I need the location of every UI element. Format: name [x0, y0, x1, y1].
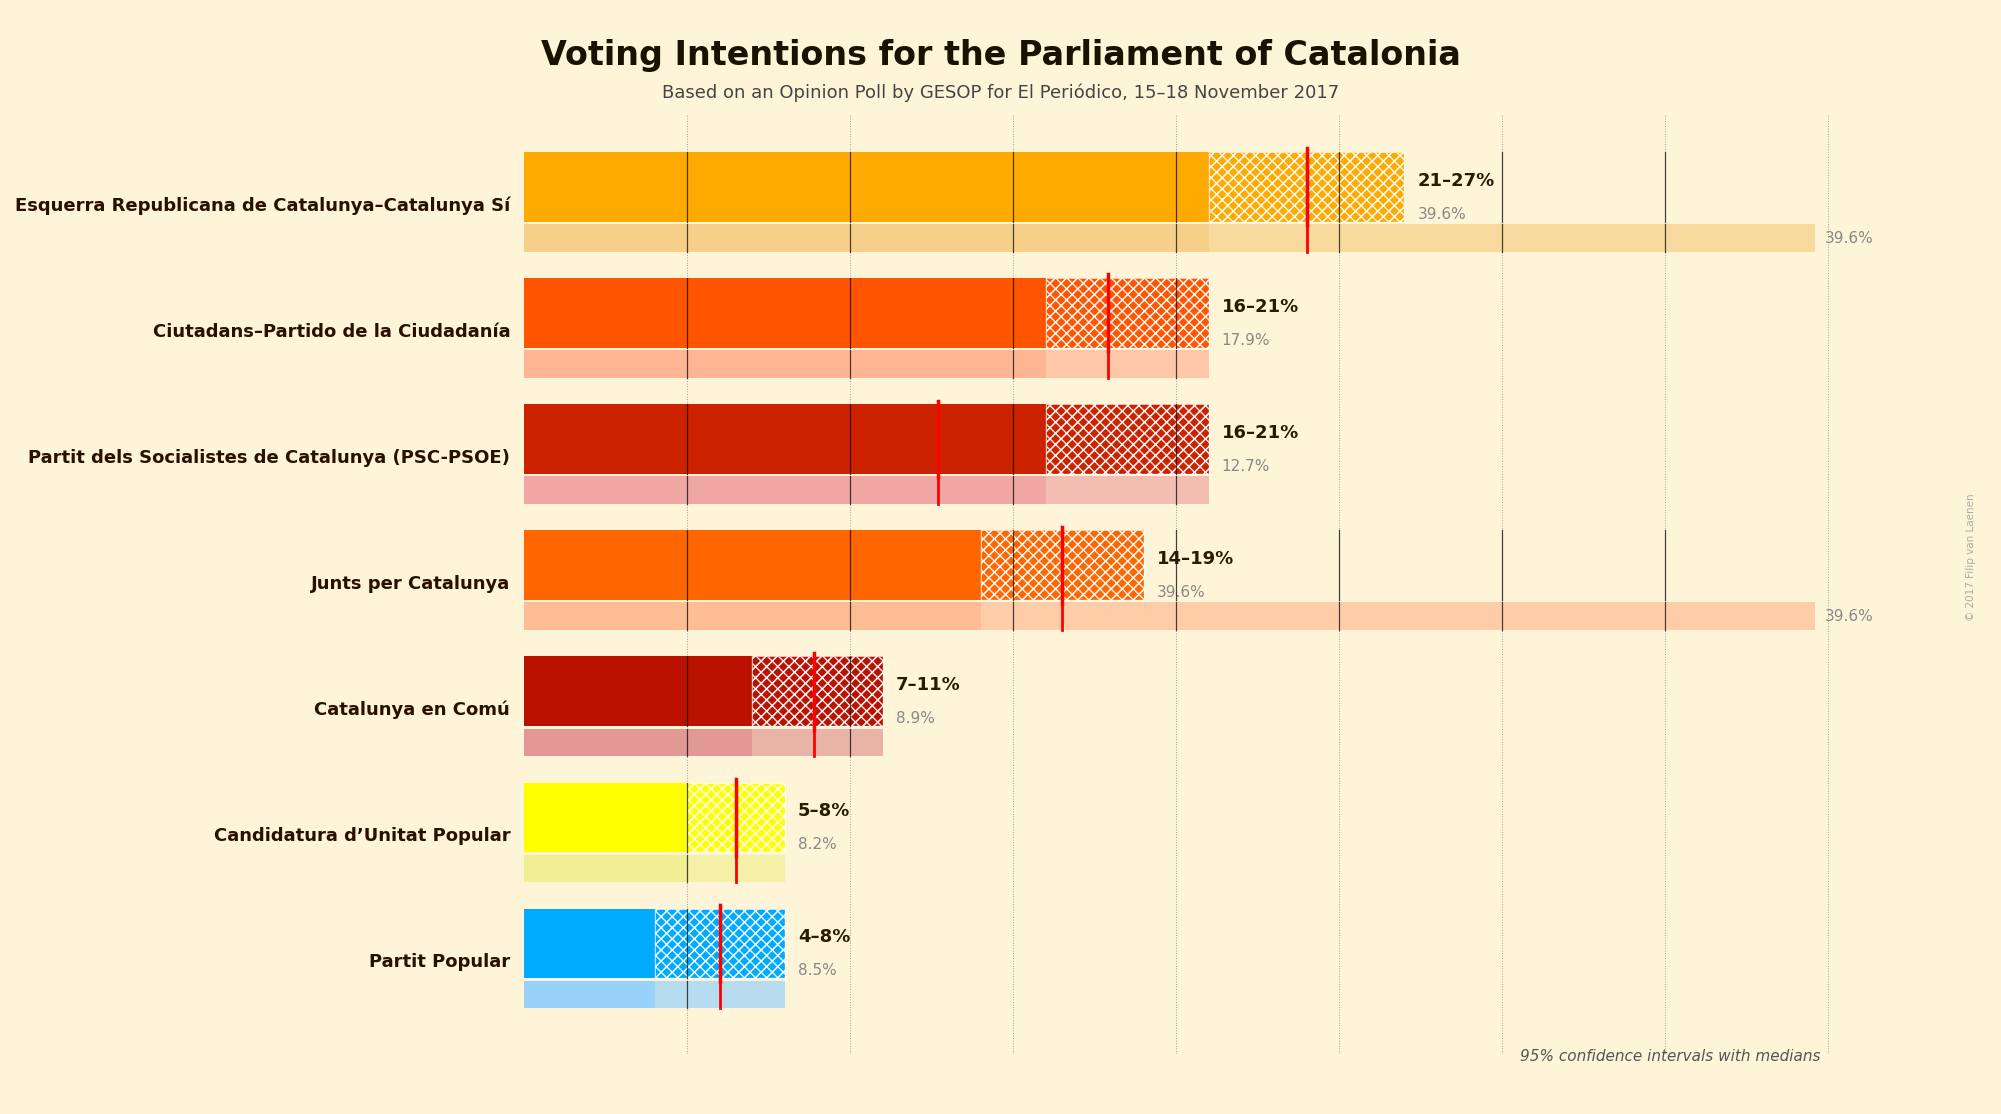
Text: 95% confidence intervals with medians: 95% confidence intervals with medians	[1521, 1049, 1821, 1064]
Text: 7–11%: 7–11%	[896, 676, 960, 694]
Text: 39.6%: 39.6%	[1825, 609, 1873, 624]
Bar	[654, 909, 784, 978]
Bar	[524, 153, 1209, 222]
Bar	[1047, 351, 1209, 378]
Bar	[980, 530, 1143, 599]
Text: 16–21%: 16–21%	[1223, 423, 1299, 441]
Bar	[1047, 404, 1209, 473]
Bar	[752, 656, 882, 726]
Bar	[524, 224, 1209, 252]
Bar	[524, 729, 752, 756]
Text: 8.5%: 8.5%	[798, 964, 836, 978]
Bar	[524, 530, 980, 599]
Text: 39.6%: 39.6%	[1825, 231, 1873, 246]
Bar	[980, 530, 1143, 599]
Text: 12.7%: 12.7%	[1223, 459, 1271, 475]
Bar	[752, 729, 882, 756]
Bar	[980, 603, 1815, 631]
Bar	[524, 656, 752, 726]
Bar	[1047, 278, 1209, 348]
Text: 8.2%: 8.2%	[798, 838, 836, 852]
Bar	[524, 782, 686, 852]
Bar	[686, 782, 784, 852]
Bar	[686, 782, 784, 852]
Text: Voting Intentions for the Parliament of Catalonia: Voting Intentions for the Parliament of …	[540, 39, 1461, 72]
Bar	[524, 854, 686, 882]
Bar	[686, 854, 784, 882]
Bar	[524, 603, 980, 631]
Bar	[1047, 404, 1209, 473]
Bar	[686, 782, 784, 852]
Bar	[1209, 224, 1815, 252]
Bar	[524, 909, 654, 978]
Text: Based on an Opinion Poll by GESOP for El Periódico, 15–18 November 2017: Based on an Opinion Poll by GESOP for El…	[662, 84, 1339, 102]
Text: 39.6%: 39.6%	[1157, 585, 1205, 600]
Bar	[752, 656, 882, 726]
Bar	[1047, 477, 1209, 505]
Bar	[524, 278, 1047, 348]
Bar	[654, 980, 784, 1008]
Bar	[752, 656, 882, 726]
Bar	[524, 404, 1047, 473]
Bar	[1047, 278, 1209, 348]
Bar	[654, 909, 784, 978]
Text: 14–19%: 14–19%	[1157, 549, 1235, 568]
Text: 17.9%: 17.9%	[1223, 333, 1271, 349]
Bar	[1209, 153, 1405, 222]
Bar	[1209, 153, 1405, 222]
Text: 21–27%: 21–27%	[1417, 172, 1495, 189]
Bar	[1047, 404, 1209, 473]
Text: 39.6%: 39.6%	[1417, 207, 1467, 222]
Bar	[524, 980, 654, 1008]
Bar	[524, 351, 1047, 378]
Text: © 2017 Filip van Laenen: © 2017 Filip van Laenen	[1967, 494, 1975, 620]
Bar	[1047, 278, 1209, 348]
Bar	[654, 909, 784, 978]
Text: 8.9%: 8.9%	[896, 712, 934, 726]
Text: 5–8%: 5–8%	[798, 802, 850, 820]
Text: 16–21%: 16–21%	[1223, 297, 1299, 315]
Bar	[1209, 153, 1405, 222]
Bar	[524, 477, 1047, 505]
Bar	[980, 530, 1143, 599]
Text: 4–8%: 4–8%	[798, 928, 850, 946]
